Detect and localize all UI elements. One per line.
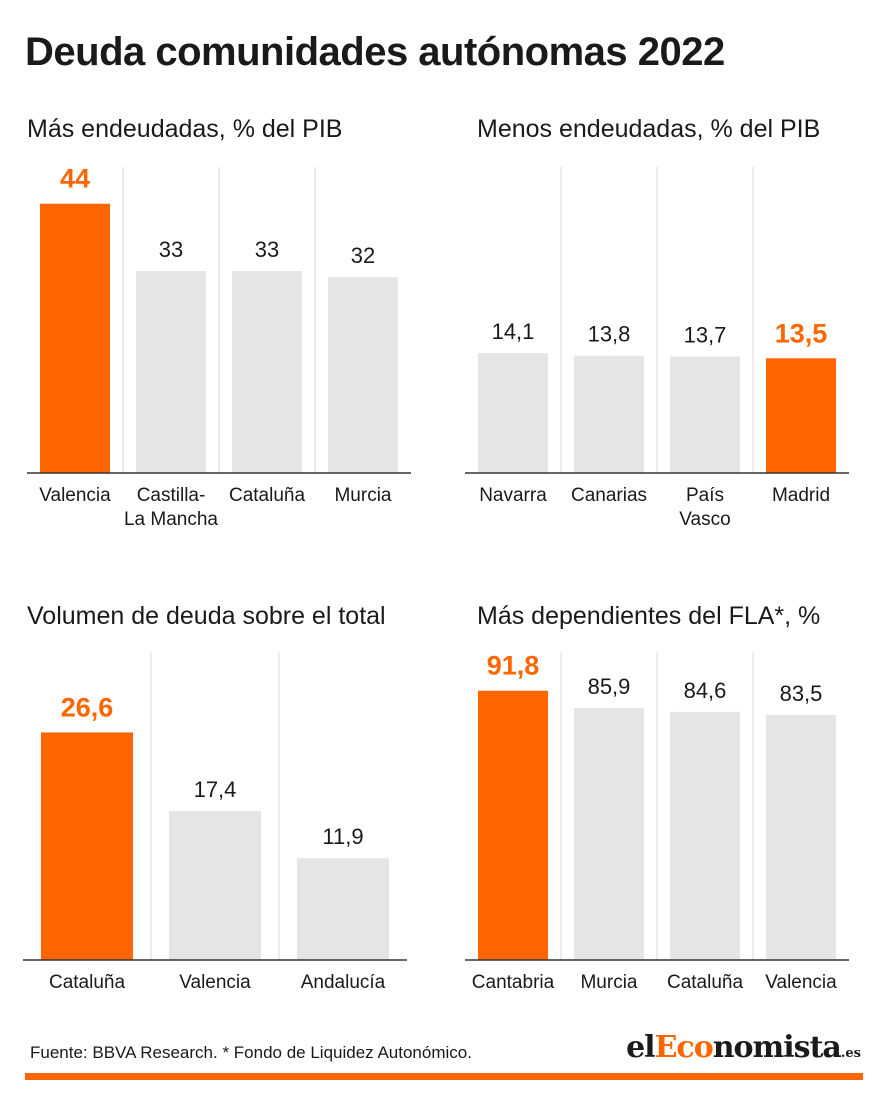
bar	[478, 690, 548, 960]
brand-prefix: el	[626, 1030, 656, 1065]
bar	[40, 203, 110, 473]
data-label: 32	[351, 243, 375, 268]
data-label: 13,7	[684, 323, 727, 348]
data-label: 26,6	[61, 692, 114, 722]
chart-svg: 26,6 Cataluña 17,4 Valencia 11,9 Andalucía	[23, 652, 407, 993]
bar	[328, 277, 398, 473]
category-label: Castilla-	[137, 485, 206, 506]
data-label: 17,4	[194, 777, 237, 802]
chart-panel-menos-endeudadas: Menos endeudadas, % del PIB 14,1 Navarra 1…	[465, 115, 862, 535]
category-label: Cataluña	[667, 972, 743, 993]
bar	[478, 353, 548, 473]
brand-logo: elEconomista.es	[626, 1030, 861, 1065]
bar	[766, 358, 836, 473]
data-label: 33	[255, 237, 279, 262]
category-label: Valencia	[179, 972, 251, 993]
chart-svg: 14,1 Navarra 13,8 Canarias 13,7 País Vasco 13,5…	[465, 167, 849, 530]
data-label: 14,1	[492, 319, 535, 344]
chart-panel-volumen-deuda: Volumen de deuda sobre el total 26,6 Cata…	[23, 602, 432, 1002]
bar	[670, 356, 740, 473]
category-label: Vasco	[679, 509, 730, 530]
data-label: 84,6	[684, 678, 727, 703]
bar	[297, 858, 389, 960]
bottom-accent-bar	[25, 1073, 863, 1080]
chart-title: Menos endeudadas, % del PIB	[477, 115, 821, 143]
category-label: Valencia	[765, 972, 837, 993]
chart-title: Más endeudadas, % del PIB	[27, 115, 343, 143]
category-label: Andalucía	[301, 972, 386, 993]
brand-rest: nomista	[712, 1030, 842, 1065]
category-label: Murcia	[334, 485, 391, 506]
data-label: 33	[159, 237, 183, 262]
category-label: Cataluña	[49, 972, 125, 993]
chart-title: Volumen de deuda sobre el total	[27, 602, 386, 630]
category-label: Cataluña	[229, 485, 305, 506]
bar	[41, 732, 133, 960]
data-label: 91,8	[487, 651, 540, 681]
chart-panel-mas-endeudadas: Más endeudadas, % del PIB 44 Valencia 33 Ca…	[27, 115, 432, 535]
bar	[574, 355, 644, 473]
data-label: 13,8	[588, 322, 631, 347]
bar	[232, 271, 302, 473]
brand-accent: Eco	[654, 1030, 714, 1065]
source-note: Fuente: BBVA Research. * Fondo de Liquid…	[30, 1043, 472, 1062]
category-label: Murcia	[580, 972, 637, 993]
bar	[574, 708, 644, 960]
category-label: Navarra	[479, 485, 547, 506]
chart-title: Más dependientes del FLA*, %	[477, 602, 821, 630]
chart-panel-dependientes-fla: Más dependientes del FLA*, % 91,8 Cantabr…	[465, 602, 862, 1002]
chart-svg: 91,8 Cantabria 85,9 Murcia 84,6 Cataluña 83,5 V…	[465, 651, 849, 993]
data-label: 11,9	[322, 824, 363, 849]
bar	[169, 811, 261, 960]
category-label: País	[686, 485, 724, 506]
category-label: Cantabria	[472, 972, 555, 993]
data-label: 44	[60, 164, 90, 194]
category-label: Valencia	[39, 485, 111, 506]
bar	[766, 715, 836, 960]
brand-tld: .es	[840, 1046, 861, 1061]
category-label: La Mancha	[124, 509, 218, 530]
page-title: Deuda comunidades autónomas 2022	[25, 30, 725, 74]
data-label: 13,5	[775, 318, 828, 348]
data-label: 85,9	[588, 674, 631, 699]
category-label: Canarias	[571, 485, 647, 506]
bar	[670, 711, 740, 960]
category-label: Madrid	[772, 485, 830, 506]
bar	[136, 271, 206, 473]
data-label: 83,5	[780, 681, 823, 706]
chart-svg: 44 Valencia 33 Castilla- La Mancha 33 Cataluña…	[27, 164, 411, 530]
